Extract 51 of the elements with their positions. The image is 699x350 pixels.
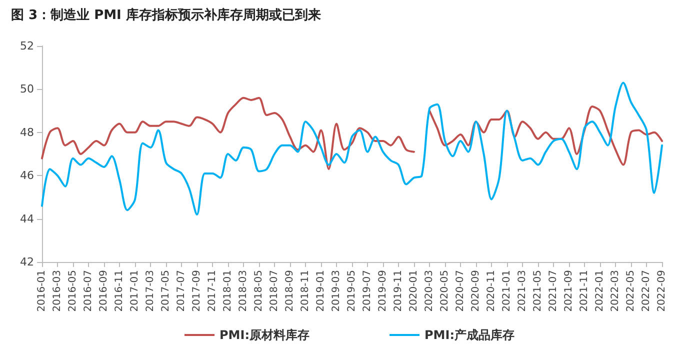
y-tick-label: 46: [20, 169, 34, 182]
x-tick-label: 2020-05: [440, 270, 450, 312]
x-tick-label: 2018-05: [254, 270, 264, 312]
x-tick-label: 2022-05: [626, 270, 636, 312]
x-tick-label: 2019-03: [331, 270, 342, 312]
x-tick-label: 2019-01: [316, 270, 326, 312]
x-tick-label: 2017-09: [192, 270, 202, 312]
x-tick-label: 2019-09: [378, 270, 388, 312]
x-tick-label: 2016-11: [114, 270, 125, 312]
y-tick-label: 52: [20, 40, 34, 52]
x-tick-label: 2018-01: [222, 270, 234, 312]
x-tick-label: 2022-01: [594, 270, 606, 312]
x-tick-label: 2018-07: [269, 270, 280, 312]
x-tick-label: 2019-07: [362, 270, 373, 312]
x-tick-label: 2020-03: [424, 270, 435, 312]
y-tick-label: 42: [20, 256, 34, 268]
x-tick-label: 2017-11: [207, 270, 218, 312]
x-tick-label: 2018-09: [284, 270, 296, 312]
x-tick-label: 2018-11: [300, 270, 311, 312]
x-tick-label: 2016-03: [52, 270, 63, 312]
line-series: [41, 82, 663, 216]
x-tick-label: 2021-01: [502, 270, 512, 312]
y-tick-label: 44: [20, 212, 34, 226]
x-tick-label: 2019-11: [393, 270, 404, 312]
x-tick-label: 2017-03: [145, 270, 156, 312]
x-tick-label: 2017-01: [130, 270, 140, 312]
x-tick-label: 2016-07: [83, 270, 94, 312]
x-tick-label: 2016-01: [36, 270, 48, 312]
x-tick-label: 2020-09: [470, 270, 482, 312]
legend-label: PMI:产成品库存: [424, 328, 514, 342]
x-tick-label: 2021-09: [564, 270, 574, 312]
x-tick-label: 2020-11: [486, 270, 497, 312]
chart-title: 图 3：制造业 PMI 库存指标预示补库存周期或已到来: [11, 7, 321, 23]
x-tick-label: 2019-05: [346, 270, 358, 312]
x-tick-label: 2018-03: [238, 270, 249, 312]
x-tick-label: 2021-05: [532, 270, 544, 312]
x-tick-label: 2020-07: [455, 270, 466, 312]
x-tick-label: 2022-07: [641, 270, 652, 312]
x-tick-label: 2017-07: [176, 270, 187, 312]
y-tick-label: 50: [20, 82, 34, 96]
x-tick-label: 2016-09: [98, 270, 110, 312]
x-tick-label: 2021-07: [548, 270, 559, 312]
x-tick-label: 2017-05: [160, 270, 172, 312]
x-tick-label: 2020-01: [408, 270, 420, 312]
x-tick-label: 2021-11: [579, 270, 590, 312]
x-tick-label: 2022-03: [610, 270, 621, 312]
x-tick-label: 2016-05: [68, 270, 78, 312]
legend-label: PMI:原材料库存: [220, 328, 310, 342]
y-tick-label: 48: [20, 126, 34, 139]
x-tick-label: 2021-03: [517, 270, 528, 312]
x-tick-label: 2022-09: [656, 270, 668, 312]
